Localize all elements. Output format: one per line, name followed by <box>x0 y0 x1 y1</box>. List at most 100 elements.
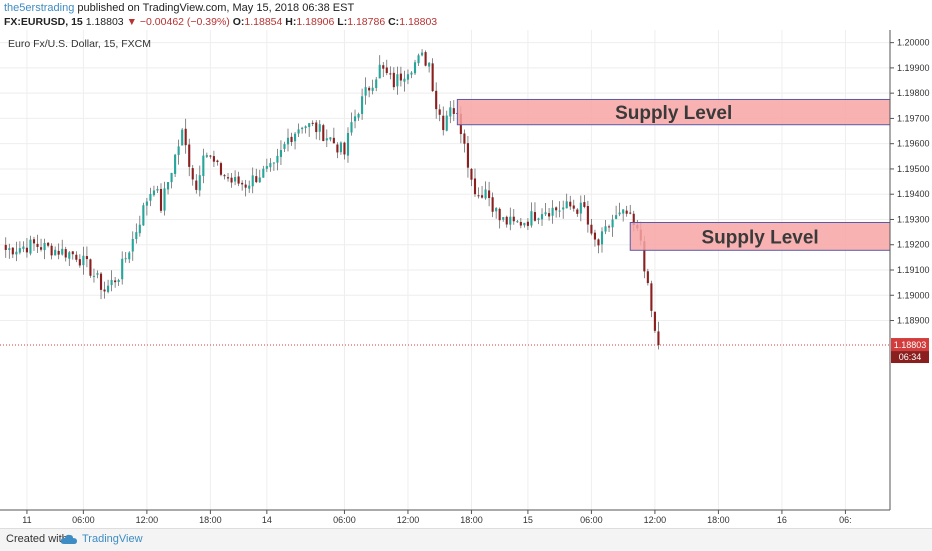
candle-body <box>25 247 28 253</box>
candle-body <box>294 133 297 142</box>
candle-body <box>138 224 141 234</box>
candle-body <box>36 243 39 247</box>
candle-body <box>470 168 473 180</box>
candle-body <box>579 202 582 214</box>
candle-body <box>311 122 314 124</box>
candle-body <box>622 209 625 214</box>
candle-body <box>251 175 254 187</box>
candle-body <box>385 67 388 74</box>
candle-body <box>452 108 455 114</box>
candle-body <box>68 252 71 259</box>
candle-body <box>248 185 251 189</box>
candle-body <box>226 177 230 179</box>
candle-body <box>505 216 508 225</box>
candle-body <box>103 289 106 292</box>
candle-body <box>378 64 381 79</box>
candle-body <box>632 213 635 226</box>
candle-body <box>272 162 275 164</box>
candle-body <box>537 218 540 220</box>
time-tick-label: 18:00 <box>460 515 483 525</box>
supply-zone-box[interactable] <box>629 222 891 251</box>
candle-body <box>382 65 385 69</box>
candle-body <box>466 143 469 168</box>
candle-body <box>445 115 448 131</box>
author-link[interactable]: the5erstrading <box>4 2 75 14</box>
candle-body <box>78 259 81 266</box>
candle-body <box>191 168 194 180</box>
candle-body <box>29 239 32 254</box>
candle-body <box>509 216 512 225</box>
candle-body <box>43 242 46 251</box>
candle-body <box>269 163 272 168</box>
candle-body <box>177 146 180 155</box>
candle-body <box>61 248 64 255</box>
price-tick-label: 1.19600 <box>897 139 930 149</box>
candle-body <box>572 205 575 209</box>
candle-body <box>576 209 579 214</box>
time-tick-label: 06: <box>839 515 852 525</box>
candle-body <box>54 249 57 256</box>
candle-body <box>424 52 427 66</box>
time-tick-label: 06:00 <box>580 515 603 525</box>
candle-body <box>657 331 660 346</box>
price-tick-label: 1.19500 <box>897 164 930 174</box>
price-tick-label: 1.19700 <box>897 113 930 123</box>
candle-body <box>297 129 300 134</box>
candle-body <box>643 241 646 272</box>
ohlc-line: FX:EURUSD, 15 1.18803 ▼ −0.00462 (−0.39%… <box>4 16 437 28</box>
candle-body <box>540 214 544 220</box>
time-tick-label: 16 <box>777 515 787 525</box>
change-value: −0.00462 (−0.39%) <box>139 16 230 28</box>
candle-body <box>241 182 244 185</box>
time-tick-label: 15 <box>523 515 533 525</box>
candle-body <box>618 212 621 215</box>
price-tick-label: 1.20000 <box>897 38 930 48</box>
time-tick-label: 06:00 <box>72 515 95 525</box>
candle-body <box>237 176 240 184</box>
close-label: C: <box>388 16 400 28</box>
candle-body <box>205 155 208 157</box>
time-axis[interactable]: 11 06:00 12:00 18:00 14 06:00 12:00 18:00 15 06:0… <box>22 510 852 525</box>
candle-body <box>512 216 515 222</box>
candle-body <box>329 137 332 140</box>
candle-body <box>57 250 60 255</box>
high-value: 1.18906 <box>296 16 335 28</box>
candle-body <box>135 232 138 240</box>
candle-body <box>145 201 148 206</box>
low-value: 1.18786 <box>347 16 386 28</box>
candle-body <box>558 210 561 212</box>
candle-body <box>107 285 110 292</box>
candle-body <box>181 129 184 146</box>
candle-body <box>417 55 420 64</box>
low-label: L: <box>337 16 348 28</box>
candle-body <box>279 150 283 157</box>
candle-body <box>230 177 233 183</box>
candle-body <box>159 188 163 211</box>
candle-body <box>516 221 519 223</box>
candle-body <box>149 193 152 201</box>
candle-body <box>325 138 328 141</box>
candle-body <box>646 271 649 284</box>
candle-body <box>488 190 491 199</box>
tradingview-brand-link[interactable]: TradingView <box>82 533 143 545</box>
candle-body <box>156 189 159 191</box>
candle-body <box>322 125 325 142</box>
price-tick-label: 1.18900 <box>897 316 930 326</box>
candle-body <box>600 231 604 245</box>
time-tag-text: 06:34 <box>899 352 922 362</box>
high-label: H: <box>285 16 297 28</box>
candle-body <box>463 133 466 144</box>
candle-body <box>163 188 166 211</box>
candle-body <box>583 202 586 207</box>
candle-body <box>357 113 360 118</box>
close-value: 1.18803 <box>399 16 438 28</box>
created-with-text: Created with <box>6 533 68 545</box>
open-value: 1.18854 <box>244 16 283 28</box>
candle-body <box>75 254 78 260</box>
price-axis[interactable]: 1.20000 1.19900 1.19800 1.19700 1.19600 1.195… <box>890 38 930 326</box>
candle-body <box>188 144 191 167</box>
candle-body <box>114 280 117 283</box>
supply-zones: Supply Level Supply Level <box>456 98 891 251</box>
candle-body <box>18 248 21 253</box>
